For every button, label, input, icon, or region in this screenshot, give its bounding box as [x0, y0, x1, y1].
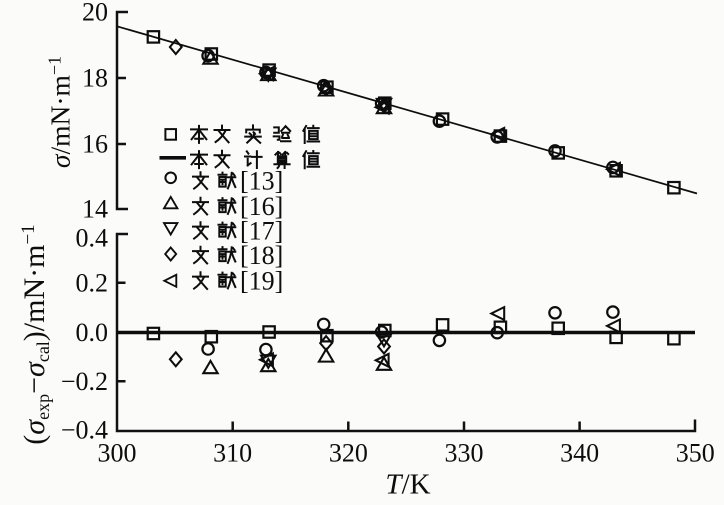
svg-text:[18]: [18] — [240, 241, 283, 270]
svg-text:−0.4: −0.4 — [61, 416, 108, 445]
svg-text:[16]: [16] — [240, 192, 283, 221]
svg-text:340: 340 — [560, 439, 599, 468]
svg-text:16: 16 — [82, 130, 108, 159]
svg-text:350: 350 — [676, 439, 715, 468]
svg-text:20: 20 — [82, 0, 108, 27]
svg-text:0.4: 0.4 — [76, 224, 109, 253]
svg-text:[13]: [13] — [240, 167, 283, 196]
svg-text:0.0: 0.0 — [76, 318, 109, 347]
svg-text:[19]: [19] — [240, 267, 283, 296]
svg-text:[17]: [17] — [240, 217, 283, 246]
svg-text:320: 320 — [329, 439, 368, 468]
svg-text:14: 14 — [82, 195, 108, 224]
svg-text:330: 330 — [444, 439, 483, 468]
svg-text:0.2: 0.2 — [76, 268, 109, 297]
svg-text:(σexp−σcal)/mN·m−1: (σexp−σcal)/mN·m−1 — [18, 224, 53, 444]
svg-text:300: 300 — [98, 439, 137, 468]
svg-text:T/K: T/K — [385, 469, 430, 501]
svg-text:18: 18 — [82, 64, 108, 93]
svg-text:310: 310 — [213, 439, 252, 468]
svg-text:−0.2: −0.2 — [61, 367, 108, 396]
